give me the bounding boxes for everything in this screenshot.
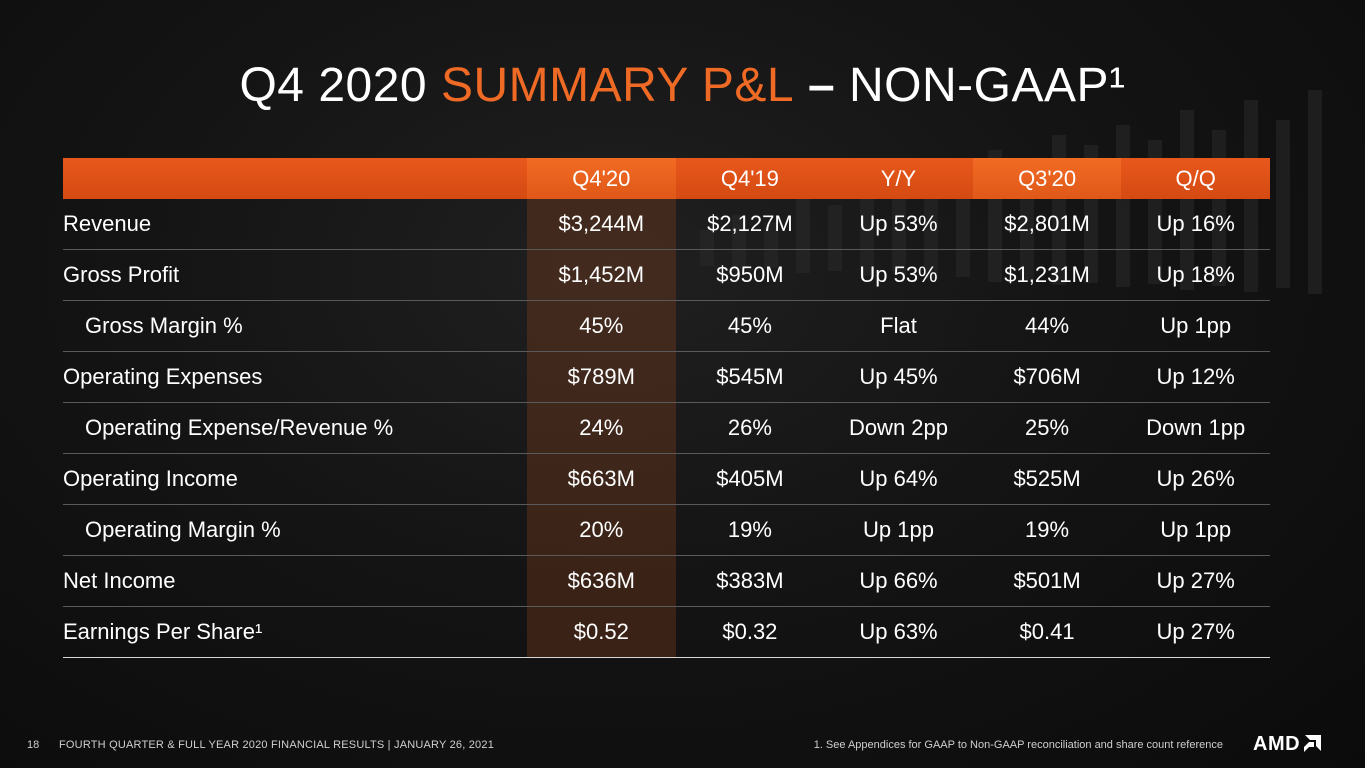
- cell-y-y: Flat: [824, 300, 973, 352]
- cell-q-q: Down 1pp: [1121, 402, 1270, 454]
- row-label: Operating Income: [63, 453, 527, 505]
- cell-q-q: Up 16%: [1121, 199, 1270, 250]
- title-part-3: –: [794, 59, 849, 112]
- amd-arrow-icon: [1304, 735, 1322, 752]
- cell-y-y: Up 63%: [824, 606, 973, 658]
- cell-q4-19: $383M: [675, 555, 825, 607]
- page-number: 18: [27, 739, 40, 751]
- cell-q3-20: $0.41: [972, 606, 1122, 658]
- cell-q4-19: $2,127M: [675, 199, 825, 250]
- cell-q4-20: $0.52: [527, 606, 676, 658]
- row-label: Operating Expenses: [63, 351, 527, 403]
- table-row: Operating Expenses $789M $545M Up 45% $706M U…: [63, 351, 1270, 403]
- cell-q4-19: $405M: [675, 453, 825, 505]
- table-row: Operating Expense/Revenue % 24% 26% Down 2p…: [63, 402, 1270, 454]
- cell-q-q: Up 27%: [1121, 555, 1270, 607]
- header-q3-20: Q3'20: [972, 158, 1122, 199]
- cell-y-y: Down 2pp: [824, 402, 973, 454]
- cell-y-y: Up 53%: [824, 199, 973, 250]
- row-label: Earnings Per Share¹: [63, 606, 527, 658]
- title-part-4: NON-GAAP¹: [849, 59, 1126, 112]
- cell-q-q: Up 1pp: [1121, 300, 1270, 352]
- cell-q3-20: $2,801M: [972, 199, 1122, 250]
- row-label: Gross Profit: [63, 249, 527, 301]
- title-part-1: Q4 2020: [239, 59, 441, 112]
- background-candle: [1308, 90, 1322, 294]
- cell-q3-20: 19%: [972, 504, 1122, 556]
- cell-q3-20: $501M: [972, 555, 1122, 607]
- cell-q4-19: 26%: [675, 402, 825, 454]
- cell-q4-20: 24%: [527, 402, 676, 454]
- cell-y-y: Up 45%: [824, 351, 973, 403]
- row-label: Gross Margin %: [63, 300, 527, 352]
- cell-y-y: Up 1pp: [824, 504, 973, 556]
- cell-q4-20: $663M: [527, 453, 676, 505]
- cell-q4-19: $950M: [675, 249, 825, 301]
- background-candle: [1276, 120, 1290, 288]
- row-label: Net Income: [63, 555, 527, 607]
- cell-q4-20: $1,452M: [527, 249, 676, 301]
- cell-q3-20: 25%: [972, 402, 1122, 454]
- table-row: Operating Income $663M $405M Up 64% $525M Up …: [63, 453, 1270, 505]
- cell-y-y: Up 64%: [824, 453, 973, 505]
- cell-q4-19: $0.32: [675, 606, 825, 658]
- cell-q-q: Up 18%: [1121, 249, 1270, 301]
- cell-q4-20: 20%: [527, 504, 676, 556]
- cell-q4-19: 19%: [675, 504, 825, 556]
- cell-q4-19: $545M: [675, 351, 825, 403]
- table-row: Net Income $636M $383M Up 66% $501M Up 27%: [63, 555, 1270, 607]
- cell-y-y: Up 53%: [824, 249, 973, 301]
- cell-q3-20: 44%: [972, 300, 1122, 352]
- cell-q-q: Up 27%: [1121, 606, 1270, 658]
- table-row: Earnings Per Share¹ $0.52 $0.32 Up 63% $0.41…: [63, 606, 1270, 658]
- logo-text: AMD: [1253, 732, 1301, 755]
- row-label: Operating Margin %: [63, 504, 527, 556]
- summary-pl-table: Q4'20 Q4'19 Y/Y Q3'20 Q/Q Revenue $3,244M…: [63, 158, 1270, 658]
- footer-footnote: 1. See Appendices for GAAP to Non-GAAP r…: [813, 739, 1223, 751]
- cell-q4-20: $3,244M: [527, 199, 676, 250]
- cell-q4-20: 45%: [527, 300, 676, 352]
- cell-q4-19: 45%: [675, 300, 825, 352]
- cell-q3-20: $525M: [972, 453, 1122, 505]
- table-header-row: Q4'20 Q4'19 Y/Y Q3'20 Q/Q: [63, 158, 1270, 199]
- footer-event-text: FOURTH QUARTER & FULL YEAR 2020 FINANCIA…: [59, 739, 495, 751]
- amd-logo: AMD: [1253, 732, 1322, 755]
- header-label-col: [63, 158, 527, 199]
- table-row: Gross Margin % 45% 45% Flat 44% Up 1pp: [63, 300, 1270, 352]
- table-row: Revenue $3,244M $2,127M Up 53% $2,801M Up 16%: [63, 199, 1270, 250]
- header-y-y: Y/Y: [824, 158, 973, 199]
- cell-q-q: Up 26%: [1121, 453, 1270, 505]
- row-label: Revenue: [63, 199, 527, 250]
- cell-q-q: Up 12%: [1121, 351, 1270, 403]
- header-q4-19: Q4'19: [675, 158, 825, 199]
- table-row: Gross Profit $1,452M $950M Up 53% $1,231M Up …: [63, 249, 1270, 301]
- row-label: Operating Expense/Revenue %: [63, 402, 527, 454]
- cell-q4-20: $789M: [527, 351, 676, 403]
- page-title: Q4 2020 SUMMARY P&L – NON-GAAP¹: [0, 58, 1365, 113]
- table-row: Operating Margin % 20% 19% Up 1pp 19% Up 1pp: [63, 504, 1270, 556]
- cell-q3-20: $706M: [972, 351, 1122, 403]
- cell-q3-20: $1,231M: [972, 249, 1122, 301]
- header-q4-20: Q4'20: [527, 158, 676, 199]
- cell-q4-20: $636M: [527, 555, 676, 607]
- cell-q-q: Up 1pp: [1121, 504, 1270, 556]
- title-part-2: SUMMARY P&L: [440, 59, 795, 112]
- header-q-q: Q/Q: [1121, 158, 1270, 199]
- cell-y-y: Up 66%: [824, 555, 973, 607]
